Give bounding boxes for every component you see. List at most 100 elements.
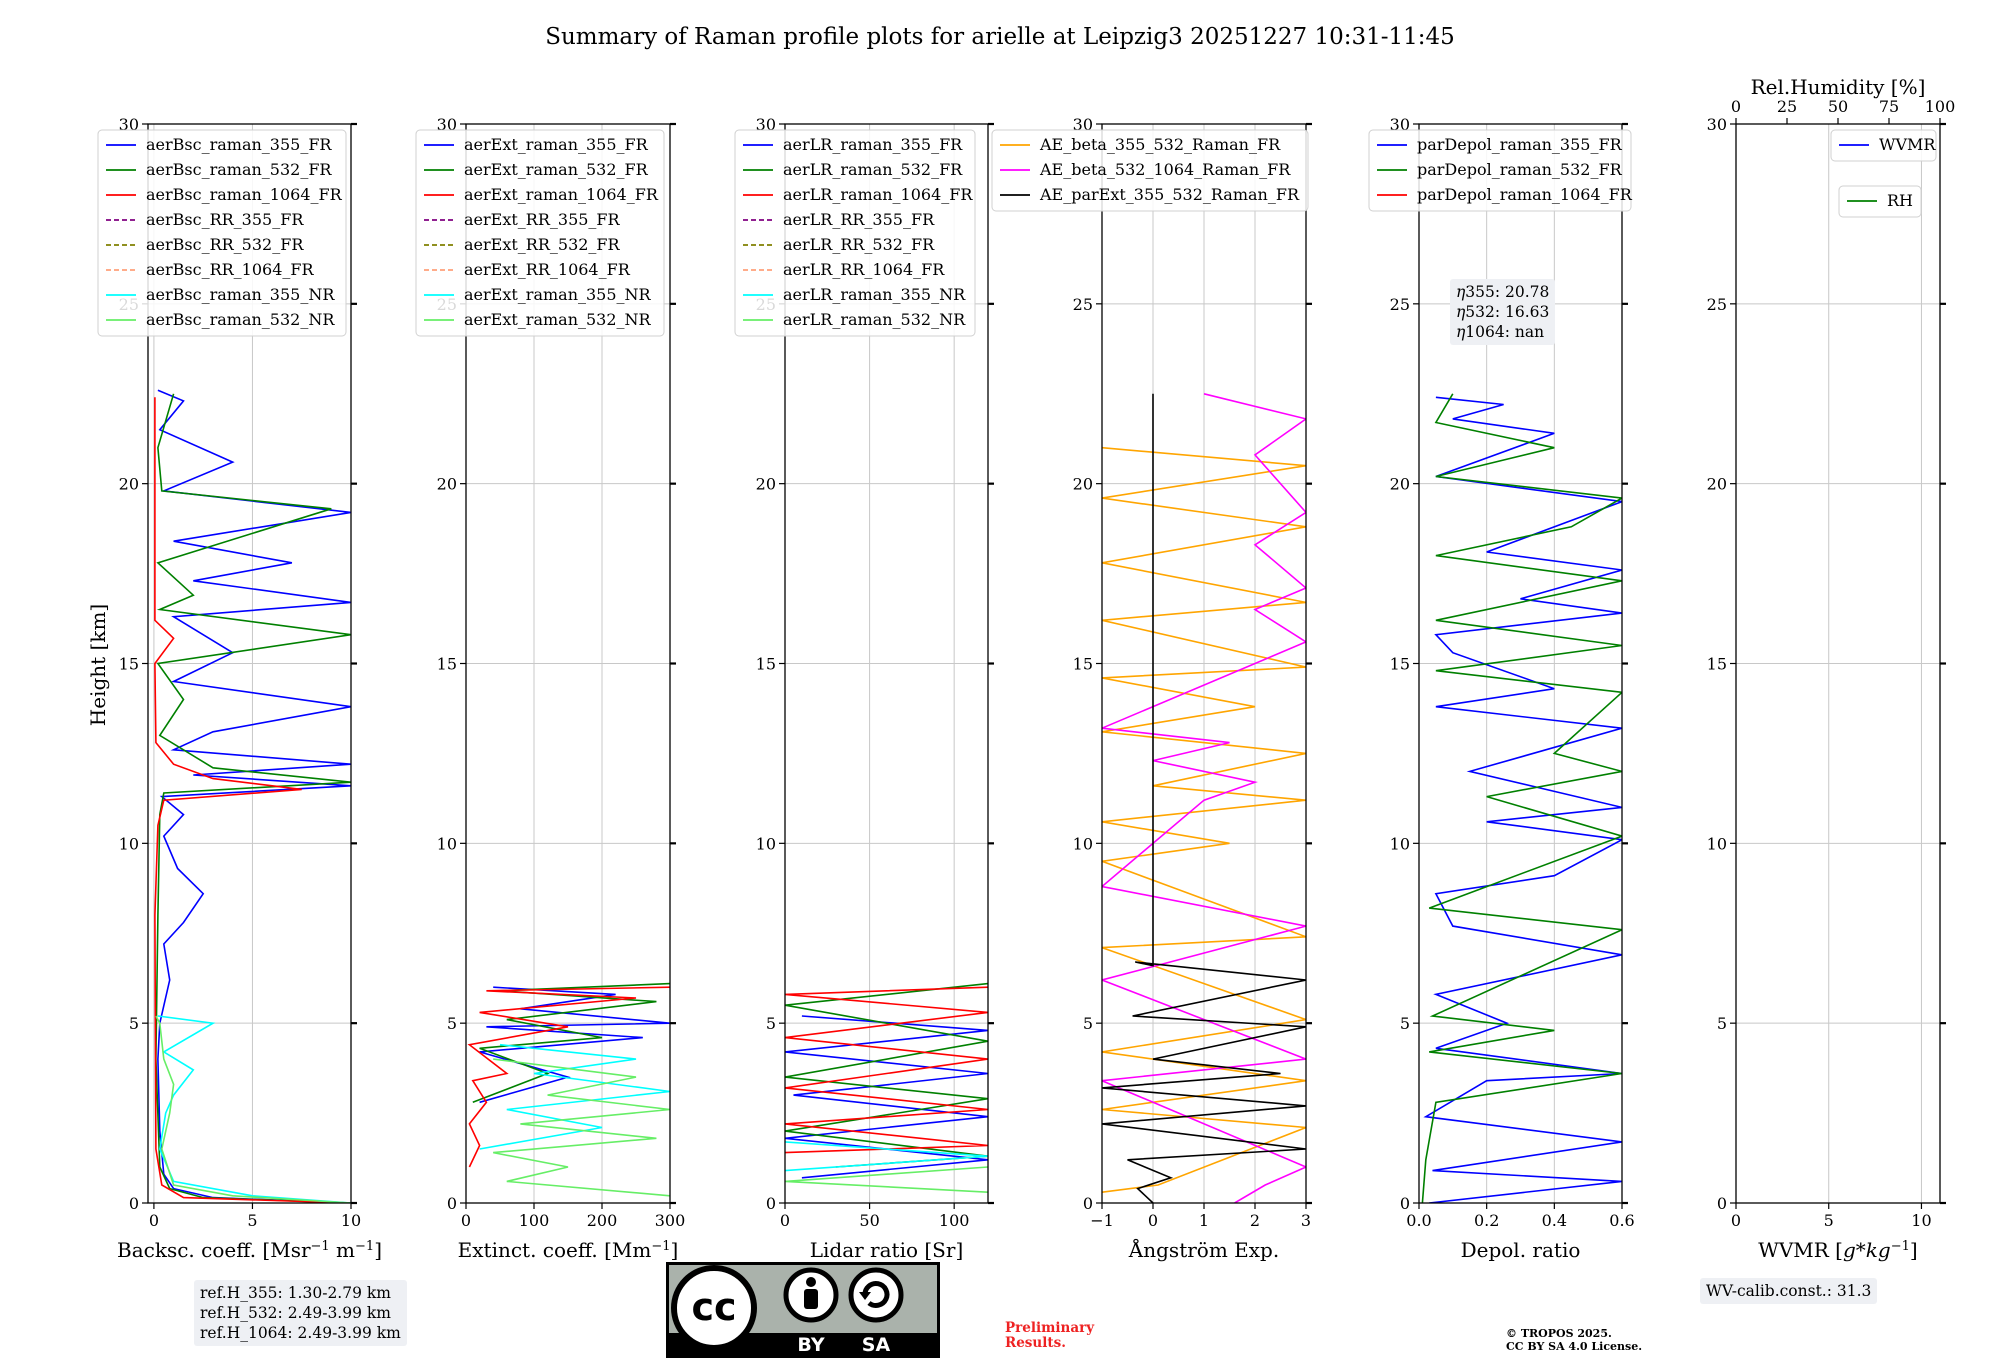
series-aerLR_raman_1064_FR bbox=[785, 986, 988, 1154]
y-tick-label: 20 bbox=[1390, 475, 1410, 494]
copyright-line-1: © TROPOS 2025. bbox=[1506, 1327, 1612, 1340]
x-tick-label: 0 bbox=[1731, 1211, 1741, 1230]
legend-entry: aerBsc_raman_355_FR bbox=[146, 135, 332, 154]
series-aerLR_raman_532_NR bbox=[785, 1166, 988, 1193]
by-label: BY bbox=[797, 1334, 824, 1356]
y-tick-label: 15 bbox=[1073, 655, 1093, 674]
x-tick-label: 0.4 bbox=[1542, 1211, 1567, 1230]
panel-2: 0100200300051015202530Extinct. coeff. [M… bbox=[415, 115, 686, 1262]
legend-entry: WVMR bbox=[1879, 135, 1936, 154]
series-AE_beta_355_532_Raman_FR bbox=[1102, 446, 1306, 1193]
x-tick-label: 5 bbox=[1824, 1211, 1834, 1230]
legend-entry: aerExt_RR_532_FR bbox=[464, 235, 621, 254]
legend-entry: parDepol_raman_532_FR bbox=[1417, 160, 1623, 179]
x-tick-label: 300 bbox=[655, 1211, 686, 1230]
y-tick-label: 15 bbox=[1707, 655, 1727, 674]
sa-share-alike-icon bbox=[848, 1267, 904, 1323]
legend-entry: aerBsc_raman_1064_FR bbox=[146, 185, 343, 204]
legend-entry: aerExt_raman_532_NR bbox=[464, 310, 652, 329]
legend-entry: aerBsc_raman_355_NR bbox=[146, 285, 335, 304]
x-tick-label: 5 bbox=[247, 1211, 257, 1230]
legend-entry: aerExt_raman_355_NR bbox=[464, 285, 652, 304]
sa-label: SA bbox=[862, 1334, 891, 1356]
y-tick-label: 30 bbox=[1390, 115, 1410, 134]
panel-5: 0.0 0.2 0.4 0.6 0 5 10 15 20 25 30 Depol. ratio parD… bbox=[1368, 115, 1635, 1262]
x-axis-label: Extinct. coeff. [Mm−1] bbox=[458, 1238, 679, 1262]
ref-height-532: ref.H_532: 2.49-3.99 km bbox=[200, 1304, 391, 1322]
y-tick-label: 0 bbox=[129, 1194, 139, 1213]
x-axis-label: Depol. ratio bbox=[1461, 1238, 1581, 1262]
x-tick-label: 10 bbox=[341, 1211, 361, 1230]
x-tick-label: 0 bbox=[1148, 1211, 1158, 1230]
top-x-tick-label: 25 bbox=[1777, 97, 1797, 116]
legend-entry: aerLR_raman_355_NR bbox=[783, 285, 966, 304]
legend-entry: aerBsc_RR_1064_FR bbox=[146, 260, 315, 279]
x-tick-label: 0 bbox=[780, 1211, 790, 1230]
series-aerExt_raman_355_NR bbox=[479, 1043, 670, 1150]
panel-1: 0510051015202530Backsc. coeff. [Msr−1 m−… bbox=[97, 115, 382, 1262]
y-tick-label: 20 bbox=[437, 475, 457, 494]
reference-heights-box: ref.H_355: 1.30-2.79 km ref.H_532: 2.49-… bbox=[194, 1280, 407, 1346]
y-tick-label: 5 bbox=[766, 1014, 776, 1033]
x-tick-label: 0 bbox=[149, 1211, 159, 1230]
panel-3: 050100051015202530Lidar ratio [Sr]aerLR_… bbox=[734, 115, 994, 1262]
y-tick-label: 5 bbox=[1400, 1014, 1410, 1033]
legend-frame bbox=[97, 129, 347, 337]
series-parDepol_raman_532_FR bbox=[1421, 393, 1622, 1203]
x-tick-label: 1 bbox=[1199, 1211, 1209, 1230]
y-tick-label: 10 bbox=[1707, 834, 1727, 853]
y-tick-label: 15 bbox=[1390, 655, 1410, 674]
top-x-tick-label: 75 bbox=[1879, 97, 1899, 116]
y-tick-label: 20 bbox=[1073, 475, 1093, 494]
legend-frame bbox=[415, 129, 665, 337]
y-tick-label: 15 bbox=[119, 655, 139, 674]
x-tick-label: 0.6 bbox=[1609, 1211, 1634, 1230]
series-aerBsc_raman_355_NR bbox=[157, 1015, 351, 1203]
legend-entry: aerLR_RR_1064_FR bbox=[783, 260, 945, 279]
y-tick-label: 10 bbox=[756, 834, 776, 853]
top-x-tick-label: 0 bbox=[1731, 97, 1741, 116]
top-x-tick-label: 50 bbox=[1828, 97, 1848, 116]
x-axis-label: Ångström Exp. bbox=[1128, 1237, 1279, 1262]
x-tick-label: 3 bbox=[1301, 1211, 1311, 1230]
eta-1064-value: 1064: nan bbox=[1465, 323, 1545, 341]
series-aerLR_raman_355_NR bbox=[785, 1141, 988, 1172]
y-tick-label: 5 bbox=[1083, 1014, 1093, 1033]
x-tick-label: 200 bbox=[587, 1211, 618, 1230]
y-tick-label: 0 bbox=[1083, 1194, 1093, 1213]
wv-calib-box: WV-calib.const.: 31.3 bbox=[1700, 1278, 1878, 1304]
y-tick-label: 0 bbox=[1400, 1194, 1410, 1213]
copyright-note: © TROPOS 2025. CC BY SA 4.0 License. bbox=[1506, 1327, 1642, 1353]
legend-entry: aerLR_RR_355_FR bbox=[783, 210, 935, 229]
y-tick-label: 30 bbox=[1707, 115, 1727, 134]
y-tick-label: 25 bbox=[1390, 295, 1410, 314]
y-tick-label: 30 bbox=[437, 115, 457, 134]
legend-entry: aerExt_RR_1064_FR bbox=[464, 260, 631, 279]
ref-height-1064: ref.H_1064: 2.49-3.99 km bbox=[200, 1324, 401, 1342]
cc-icon-text: cc bbox=[691, 1285, 736, 1329]
x-tick-label: 50 bbox=[859, 1211, 879, 1230]
y-tick-label: 0 bbox=[1717, 1194, 1727, 1213]
series-aerLR_raman_355_FR bbox=[785, 1015, 988, 1179]
y-tick-label: 5 bbox=[129, 1014, 139, 1033]
legend-entry: aerLR_raman_1064_FR bbox=[783, 185, 973, 204]
legend-entry: RH bbox=[1887, 191, 1913, 210]
y-tick-label: 25 bbox=[1707, 295, 1727, 314]
series-aerBsc_raman_532_NR bbox=[155, 1015, 351, 1203]
legend-entry: aerBsc_raman_532_FR bbox=[146, 160, 332, 179]
legend-entry: AE_beta_532_1064_Raman_FR bbox=[1039, 160, 1291, 179]
top-x-axis-label: Rel.Humidity [%] bbox=[1751, 75, 1926, 99]
legend: aerLR_raman_355_FR aerLR_raman_532_FR aerL… bbox=[734, 129, 976, 337]
legend-frame bbox=[991, 129, 1309, 212]
legend-entry: AE_beta_355_532_Raman_FR bbox=[1039, 135, 1281, 154]
x-tick-label: 0 bbox=[461, 1211, 471, 1230]
y-tick-label: 10 bbox=[437, 834, 457, 853]
legend-frame bbox=[1368, 129, 1632, 212]
legend-rh: RH bbox=[1838, 185, 1922, 218]
eta-1064: η1064: nan bbox=[1456, 323, 1545, 341]
y-tick-label: 10 bbox=[1390, 834, 1410, 853]
legend-entry: aerBsc_RR_355_FR bbox=[146, 210, 304, 229]
legend: aerExt_raman_355_FR aerExt_raman_532_FRae… bbox=[415, 129, 665, 337]
